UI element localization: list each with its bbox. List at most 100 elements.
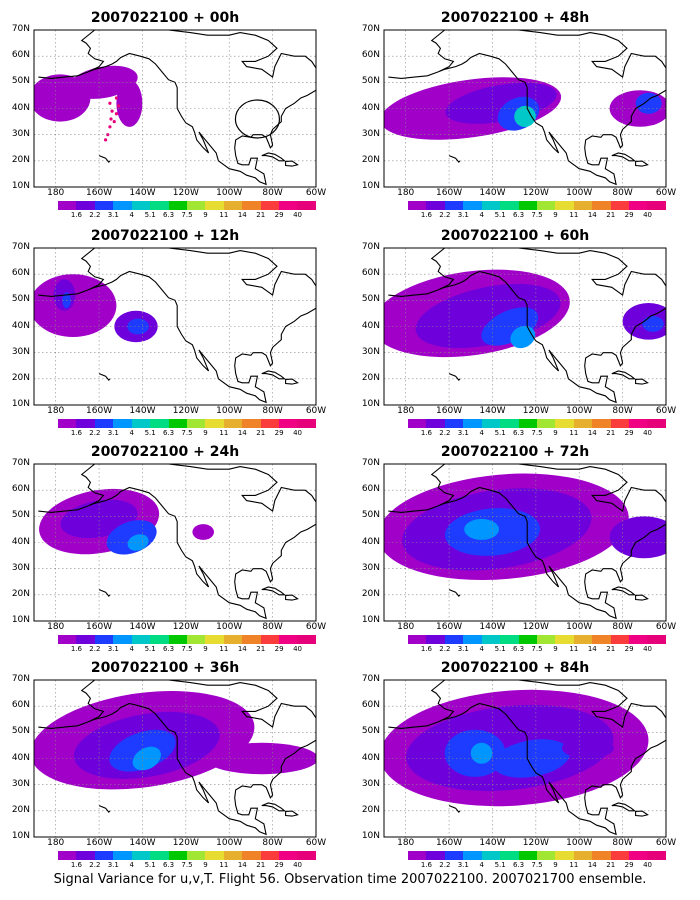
colorbar-label: 5.1 [494, 645, 506, 653]
lon-tick-label: 140W [129, 188, 156, 198]
colorbar [58, 635, 316, 644]
colorbar-swatch [260, 635, 280, 644]
target-region-circle [234, 99, 281, 139]
colorbar-swatch [58, 201, 77, 210]
lat-tick-label: 50N [11, 294, 30, 305]
colorbar-label: 14 [587, 861, 597, 869]
coastline [635, 160, 649, 167]
colorbar-swatch [555, 851, 574, 860]
lat-tick-label: 30N [11, 778, 30, 789]
colorbar-label: 2.2 [439, 211, 451, 219]
lon-tick-label: 60W [305, 406, 327, 416]
colorbar-swatch [573, 419, 593, 428]
variance-region [514, 105, 536, 127]
colorbar-label: 40 [293, 861, 303, 869]
coastline [315, 464, 316, 465]
colorbar-swatch [242, 201, 261, 210]
colorbar-swatch [242, 419, 261, 428]
colorbar-swatch [463, 201, 482, 210]
colorbar-label: 9 [553, 211, 558, 219]
colorbar-label: 21 [256, 861, 266, 869]
colorbar-swatch [94, 419, 114, 428]
colorbar-label: 3.1 [457, 861, 469, 869]
colorbar-swatch [536, 851, 556, 860]
colorbar-swatch [205, 851, 224, 860]
colorbar-swatch [223, 635, 243, 644]
lon-tick-label: 60W [305, 838, 327, 848]
colorbar-label: 21 [256, 211, 266, 219]
colorbar-swatch [536, 419, 556, 428]
lon-tick-label: 100W [216, 406, 243, 416]
lat-tick-label: 60N [361, 700, 380, 711]
variance-region [635, 92, 662, 114]
lat-tick-label: 60N [361, 484, 380, 495]
colorbar-swatch [500, 635, 519, 644]
colorbar-swatch [463, 851, 482, 860]
colorbar [58, 851, 316, 860]
colorbar-swatch [592, 851, 611, 860]
coastline [98, 155, 111, 163]
lat-tick-label: 70N [11, 674, 30, 684]
lon-tick-label: 160W [436, 622, 463, 632]
variance-region [34, 274, 117, 337]
lon-tick-label: 160W [436, 838, 463, 848]
lat-tick-label: 60N [361, 50, 380, 61]
colorbar-label: 5.1 [144, 429, 156, 437]
coastline [261, 802, 287, 812]
colorbar-label: 2.2 [89, 429, 101, 437]
variance-region [205, 742, 316, 775]
colorbar-swatch [426, 201, 445, 210]
coastline [388, 505, 439, 513]
colorbar [408, 635, 666, 644]
colorbar-label: 29 [624, 429, 634, 437]
colorbar-label: 2.2 [89, 861, 101, 869]
colorbar-label: 6.3 [162, 429, 175, 437]
lat-tick-label: 50N [361, 726, 380, 737]
colorbar-swatch [647, 419, 666, 428]
colorbar-label: 7.5 [531, 645, 543, 653]
lat-tick-label: 70N [11, 24, 30, 34]
colorbar-label: 1.6 [420, 645, 432, 653]
map-panel-24h: 2007022100 + 24h 70N 60N 50N 40N 30N 20N 10N 180… [0, 440, 330, 658]
lon-tick-label: 60W [655, 188, 677, 198]
colorbar-swatch [444, 851, 464, 860]
lat-tick-label: 20N [361, 804, 380, 815]
colorbar-swatch [610, 419, 630, 428]
colorbar-label: 5.1 [494, 861, 506, 869]
lon-tick-label: 140W [479, 838, 506, 848]
colorbar-label: 5.1 [144, 645, 156, 653]
observation-marker [106, 133, 110, 137]
colorbar-label: 29 [274, 211, 284, 219]
colorbar-label: 14 [587, 645, 597, 653]
lat-tick-label: 60N [11, 700, 30, 711]
lon-tick-label: 60W [305, 188, 327, 198]
panel-title: 2007022100 + 48h [440, 10, 590, 26]
colorbar [58, 419, 316, 428]
colorbar-label: 1.6 [70, 211, 82, 219]
observation-marker [110, 109, 114, 113]
lat-tick-label: 10N [11, 181, 30, 191]
lat-tick-label: 30N [361, 562, 380, 573]
colorbar [408, 419, 666, 428]
coastline [98, 589, 111, 597]
colorbar-swatch [186, 635, 206, 644]
coastline [80, 464, 316, 620]
lon-tick-label: 180 [397, 838, 415, 848]
coastline [80, 680, 316, 836]
colorbar-label: 2.2 [439, 429, 451, 437]
lat-tick-label: 30N [11, 562, 30, 573]
lat-tick-label: 30N [361, 346, 380, 357]
colorbar-label: 4 [479, 211, 484, 219]
colorbar-swatch [168, 635, 187, 644]
map-panel-60h: 2007022100 + 60h 70N 60N 50N 40N 30N 20N 10N 180… [350, 224, 680, 442]
lat-tick-label: 40N [361, 536, 380, 547]
variance-map [33, 247, 317, 406]
colorbar-swatch [76, 851, 95, 860]
colorbar-swatch [518, 201, 537, 210]
colorbar-swatch [94, 635, 114, 644]
lon-tick-label: 120W [522, 406, 549, 416]
lat-tick-label: 70N [361, 674, 380, 684]
lon-tick-label: 60W [655, 406, 677, 416]
lon-tick-label: 80W [262, 188, 283, 198]
observation-marker [103, 138, 108, 142]
